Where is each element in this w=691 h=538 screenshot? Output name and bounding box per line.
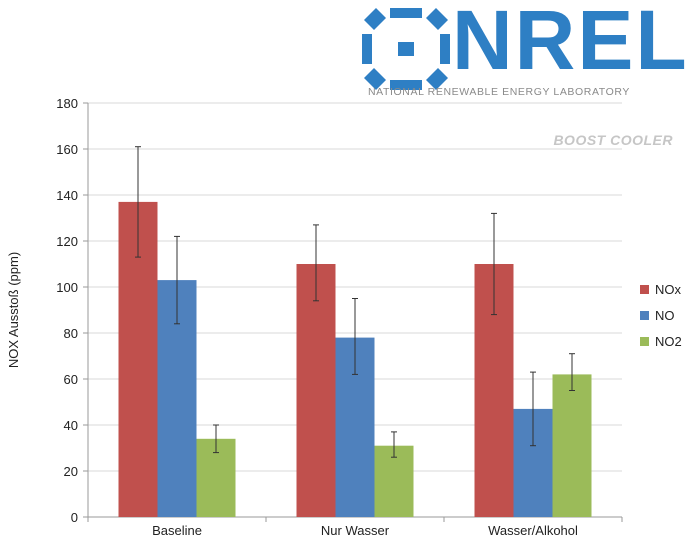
nrel-emblem-icon [362,8,450,90]
bar-nox-1 [296,264,336,517]
legend-swatch-nox [640,285,649,294]
y-tick-label: 60 [64,372,78,387]
y-tick-label: 20 [64,464,78,479]
legend-label-no2: NO2 [655,334,682,349]
y-tick-label: 180 [56,96,78,111]
x-tick-label: Wasser/Alkohol [488,523,578,538]
y-axis-label: NOX Ausstoß (ppm) [6,252,21,368]
y-tick-label: 140 [56,188,78,203]
legend-label-no: NO [655,308,675,323]
legend-label-nox: NOx [655,282,682,297]
y-tick-label: 80 [64,326,78,341]
y-tick-label: 40 [64,418,78,433]
y-tick-label: 100 [56,280,78,295]
boost-cooler-tagline: BOOST COOLER [553,132,673,148]
nrel-wordmark: NREL [452,0,689,87]
nrel-logo: NREL NATIONAL RENEWABLE ENERGY LABORATOR… [360,0,690,102]
y-tick-label: 120 [56,234,78,249]
legend-swatch-no [640,311,649,320]
x-tick-label: Baseline [152,523,202,538]
y-tick-label: 160 [56,142,78,157]
x-tick-label: Nur Wasser [321,523,390,538]
y-tick-label: 0 [71,510,78,525]
legend-swatch-no2 [640,337,649,346]
nrel-subtitle: NATIONAL RENEWABLE ENERGY LABORATORY [368,86,630,98]
bar-no2-2 [552,374,592,517]
